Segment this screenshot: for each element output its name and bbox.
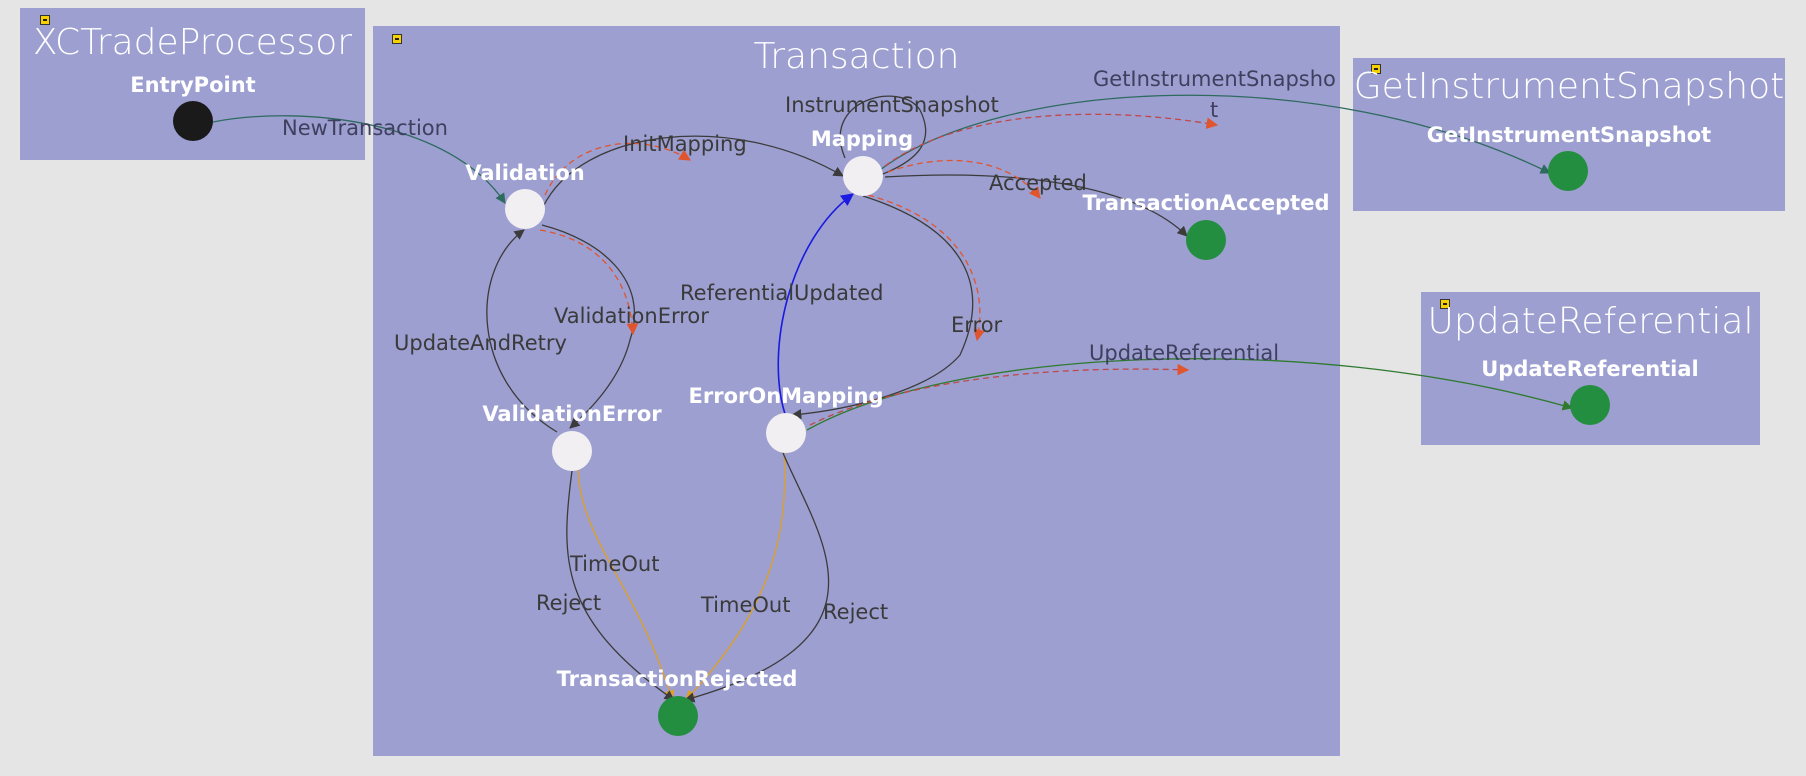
label-new-transaction: NewTransaction — [282, 116, 448, 140]
container-title: UpdateReferential — [1427, 301, 1754, 342]
transaction-rejected-node[interactable] — [658, 696, 698, 736]
collapse-icon[interactable] — [392, 34, 402, 44]
edge-update-and-retry — [486, 229, 558, 433]
label-update-and-retry: UpdateAndRetry — [394, 331, 567, 355]
collapse-icon[interactable] — [1440, 299, 1450, 309]
label-error: Error — [951, 313, 1003, 337]
label-update-referential: UpdateReferential — [1089, 341, 1279, 365]
edge-accepted — [884, 174, 1188, 237]
getinstrumentsnapshot-container: GetInstrumentSnapshot — [1353, 58, 1785, 211]
validation-node[interactable] — [505, 189, 545, 229]
label-reject-2: Reject — [823, 600, 888, 624]
collapse-icon[interactable] — [1371, 64, 1381, 74]
label-accepted: Accepted — [989, 171, 1087, 195]
edge-get-instrument-snapshot-dashed — [884, 113, 1219, 167]
state-label-get-instrument-snapshot: GetInstrumentSnapshot — [1427, 123, 1711, 147]
edge-update-referential — [806, 358, 1573, 431]
label-validation-error: ValidationError — [554, 304, 709, 328]
state-label-error-on-mapping: ErrorOnMapping — [689, 384, 884, 408]
state-label-entry-point: EntryPoint — [130, 73, 255, 97]
edge-update-referential-dashed — [809, 363, 1190, 426]
updatereferential-container: UpdateReferential — [1421, 292, 1760, 445]
label-instrument-snapshot: InstrumentSnapshot — [785, 93, 999, 117]
edge-error-dashed — [867, 194, 985, 342]
label-reject-1: Reject — [536, 591, 601, 615]
edge-new-transaction — [212, 115, 506, 204]
entry-point-node[interactable] — [173, 101, 213, 141]
label-init-mapping: InitMapping — [623, 132, 747, 156]
validation-error-node[interactable] — [552, 431, 592, 471]
mapping-node[interactable] — [843, 156, 883, 196]
transaction-accepted-node[interactable] — [1186, 220, 1226, 260]
edge-timeout-1 — [577, 468, 675, 701]
edge-referential-updated — [777, 193, 855, 415]
container-title: Transaction — [753, 36, 960, 77]
label-timeout-2: TimeOut — [700, 593, 790, 617]
edge-timeout-2 — [685, 451, 786, 701]
transaction-container: Transaction — [373, 26, 1340, 756]
edge-reject-2 — [683, 452, 830, 703]
update-referential-node[interactable] — [1570, 385, 1610, 425]
edge-validation-error-dashed — [539, 229, 639, 336]
label-referential-updated: ReferentialUpdated — [680, 281, 883, 305]
edge-init-mapping-dashed — [544, 142, 692, 196]
state-label-mapping: Mapping — [811, 127, 913, 151]
state-label-transaction-accepted: TransactionAccepted — [1083, 191, 1330, 215]
state-label-validation: Validation — [465, 161, 585, 185]
edge-error — [790, 195, 974, 420]
collapse-icon[interactable] — [40, 15, 50, 25]
label-get-instrument-snapshot: GetInstrumentSnapsho — [1093, 67, 1336, 91]
edge-instrument-snapshot-loop — [839, 95, 927, 176]
edge-reject-1 — [566, 470, 675, 701]
state-label-update-referential: UpdateReferential — [1481, 357, 1699, 381]
label-timeout-1: TimeOut — [569, 552, 659, 576]
container-title: XCTradeProcessor — [32, 22, 353, 63]
state-label-validation-error: ValidationError — [482, 402, 662, 426]
edge-accepted-dashed — [887, 159, 1041, 199]
error-on-mapping-node[interactable] — [766, 413, 806, 453]
label-get-instrument-snapshot-cont: t — [1210, 98, 1218, 122]
container-title: GetInstrumentSnapshot — [1353, 66, 1785, 107]
edge-init-mapping — [542, 135, 844, 208]
get-instrument-snapshot-node[interactable] — [1548, 151, 1588, 191]
state-label-transaction-rejected: TransactionRejected — [557, 667, 798, 691]
